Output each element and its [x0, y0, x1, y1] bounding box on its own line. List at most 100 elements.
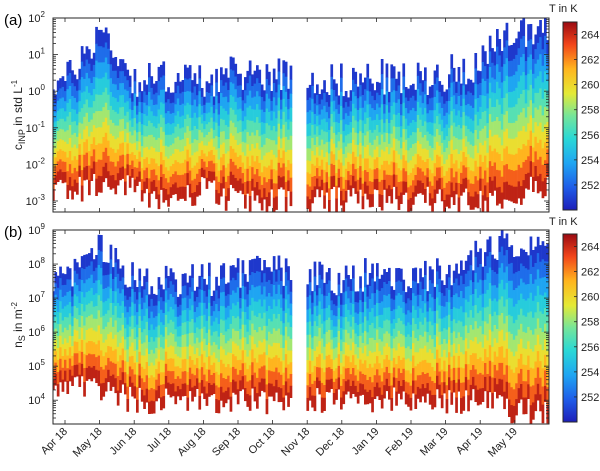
data-cell [325, 182, 329, 193]
data-cell [258, 136, 262, 150]
data-cell [457, 154, 461, 169]
data-cell [436, 271, 439, 285]
data-cell [85, 59, 89, 74]
data-cell [268, 293, 271, 307]
data-cell [76, 171, 79, 184]
data-cell [258, 83, 262, 97]
data-cell [500, 176, 504, 193]
data-cell [208, 83, 211, 94]
data-cell [246, 107, 250, 121]
data-cell [64, 141, 67, 153]
data-cell [436, 90, 439, 104]
data-cell [337, 284, 341, 297]
data-cell [529, 54, 533, 71]
data-cell [412, 343, 415, 357]
data-cell [313, 113, 317, 125]
data-cell [64, 91, 67, 102]
data-cell [80, 77, 84, 93]
data-cell [239, 108, 242, 121]
data-cell [282, 385, 286, 398]
data-cell [515, 54, 518, 72]
data-cell [126, 386, 130, 400]
data-cell [109, 78, 113, 93]
data-cell [107, 334, 110, 347]
data-cell [392, 357, 396, 368]
data-cell [114, 291, 118, 307]
data-cell [88, 341, 91, 354]
data-cell [88, 49, 91, 65]
data-cell [318, 186, 322, 198]
data-cell [344, 342, 348, 356]
data-cell [220, 80, 223, 94]
data-cell [222, 335, 226, 350]
data-cell [61, 108, 65, 120]
data-cell [104, 117, 108, 134]
data-cell [503, 391, 506, 410]
data-cell [397, 330, 401, 344]
data-cell [383, 359, 386, 373]
data-cell [172, 112, 175, 124]
data-cell [270, 159, 274, 170]
data-cell [176, 366, 180, 377]
data-cell [400, 159, 403, 171]
data-cell [68, 335, 72, 348]
data-cell [400, 148, 403, 160]
data-cell [160, 359, 163, 373]
data-cell [138, 82, 142, 93]
data-cell [248, 196, 252, 212]
data-cell [186, 114, 190, 127]
x-tick-label: May 18 [71, 426, 105, 460]
data-cell [402, 129, 406, 143]
data-cell [347, 180, 350, 190]
data-cell [248, 365, 252, 381]
data-cell [524, 365, 528, 382]
data-cell [452, 319, 456, 332]
data-cell [517, 131, 521, 149]
data-cell [128, 366, 132, 377]
data-cell [136, 114, 139, 124]
data-cell [162, 188, 166, 203]
data-cell [184, 285, 187, 299]
data-cell [328, 118, 331, 131]
data-cell [515, 303, 518, 321]
data-cell [431, 185, 434, 199]
data-cell [150, 388, 154, 402]
data-cell [515, 170, 518, 188]
data-cell [364, 331, 367, 347]
data-cell [224, 196, 228, 211]
data-cell [419, 335, 422, 349]
data-cell [210, 375, 214, 386]
data-cell [186, 79, 190, 92]
data-cell [184, 159, 187, 174]
data-cell [275, 170, 278, 184]
data-cell [426, 140, 430, 151]
data-cell [256, 255, 259, 272]
data-cell [143, 329, 146, 343]
data-cell [272, 270, 276, 286]
data-cell [164, 145, 168, 157]
data-cell [308, 161, 312, 175]
data-cell [344, 135, 348, 147]
data-cell [340, 190, 343, 206]
data-cell [253, 344, 257, 359]
data-cell [224, 379, 228, 392]
data-cell [472, 365, 475, 378]
data-cell [455, 323, 458, 339]
data-cell [263, 352, 266, 366]
data-cell [469, 250, 473, 266]
data-cell [493, 93, 497, 108]
data-cell [512, 122, 516, 140]
data-cell [356, 133, 360, 146]
data-cell [385, 295, 389, 308]
data-cell [157, 361, 161, 375]
data-cell [508, 263, 511, 282]
data-cell [448, 181, 451, 195]
data-cell [73, 341, 77, 354]
data-cell [131, 160, 134, 170]
data-cell [124, 284, 127, 296]
data-cell [433, 346, 437, 360]
data-cell [460, 336, 463, 353]
data-cell [164, 302, 168, 316]
data-cell [256, 117, 259, 131]
data-cell [340, 176, 343, 192]
